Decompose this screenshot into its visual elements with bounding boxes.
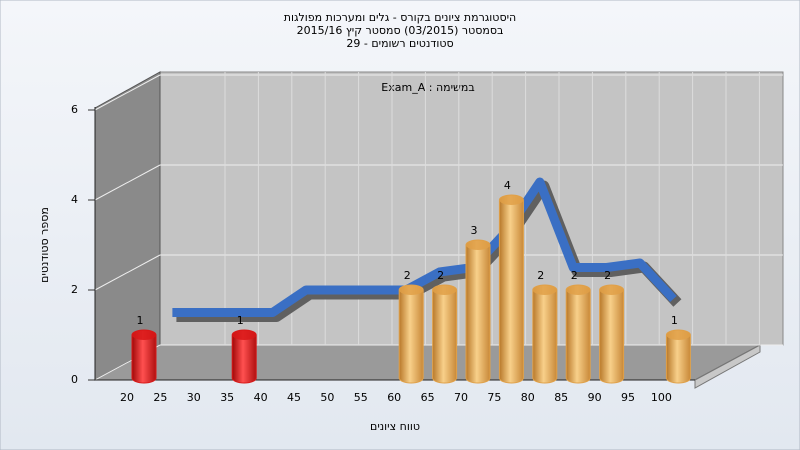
bar <box>498 194 524 384</box>
data-label: 2 <box>404 269 411 282</box>
x-tick-label: 55 <box>354 391 368 404</box>
x-tick-label: 45 <box>287 391 301 404</box>
bar-top <box>399 285 424 295</box>
bar-top <box>566 285 591 295</box>
bar-top <box>532 285 557 295</box>
y-tick-label: 4 <box>71 193 78 206</box>
annotation-box <box>380 80 476 96</box>
bar <box>465 239 491 384</box>
data-label: 1 <box>671 314 678 327</box>
bar-top <box>666 330 691 340</box>
bar <box>565 284 591 384</box>
data-label: 1 <box>237 314 244 327</box>
grid-line <box>94 74 161 111</box>
bar-top <box>432 285 457 295</box>
x-tick-label: 25 <box>153 391 167 404</box>
bar-top <box>132 330 156 340</box>
bar <box>532 284 558 384</box>
bar-top <box>599 285 624 295</box>
x-tick-label: 70 <box>454 391 468 404</box>
x-tick-label: 20 <box>120 391 134 404</box>
grid-line <box>94 164 161 201</box>
x-tick-label: 85 <box>554 391 568 404</box>
floor-edge <box>694 344 761 389</box>
y-tick-label: 0 <box>71 373 78 386</box>
bar-top <box>499 195 524 205</box>
x-tick-label: 40 <box>254 391 268 404</box>
title: סטודנטים רשומים - 29 <box>346 37 453 50</box>
y-tick-label: 2 <box>71 283 78 296</box>
marks: 1 1 2 2 3 4 2 2 2 1 <box>131 177 691 384</box>
bar <box>398 284 424 384</box>
annotation: Exam_A : במשימה <box>381 81 474 94</box>
y-tick-label: 6 <box>71 103 78 116</box>
x-tick-label: 60 <box>387 391 401 404</box>
grid: 0 2 4 6 20 25 30 35 40 45 50 55 60 65 70 75 80 85 90 95 100 <box>71 72 783 404</box>
x-tick-label: 30 <box>187 391 201 404</box>
x-tick-label: 95 <box>621 391 635 404</box>
y-axis-title: מספר סטודנטים <box>38 207 51 283</box>
x-tick-label: 100 <box>651 391 672 404</box>
grid-line <box>94 254 161 291</box>
data-label: 3 <box>471 224 478 237</box>
data-label: 2 <box>604 269 611 282</box>
data-label: 2 <box>537 269 544 282</box>
title: בסמסטר (03/2015) סמסטר קיץ 2015/16 <box>297 24 504 37</box>
x-tick-label: 50 <box>320 391 334 404</box>
bar <box>599 284 625 384</box>
x-tick-label: 65 <box>421 391 435 404</box>
data-label: 4 <box>504 179 511 192</box>
x-tick-label: 90 <box>588 391 602 404</box>
x-tick-label: 80 <box>521 391 535 404</box>
data-label: 1 <box>137 314 144 327</box>
x-tick-label: 75 <box>487 391 501 404</box>
bar-top <box>232 330 257 340</box>
data-label: 2 <box>571 269 578 282</box>
bar-top <box>466 240 490 250</box>
bar <box>432 284 458 384</box>
title: היסטוגרמת ציונים בקורס - גלים ומערכות מפ… <box>284 11 516 24</box>
data-label: 2 <box>437 269 444 282</box>
floor <box>94 344 761 381</box>
x-tick-label: 35 <box>220 391 234 404</box>
curve <box>172 177 677 317</box>
x-axis-title: טווח ציונים <box>370 420 420 433</box>
